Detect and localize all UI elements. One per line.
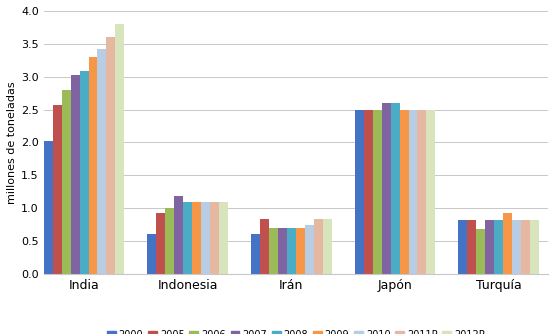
Bar	[219, 202, 228, 274]
Bar	[201, 202, 210, 274]
Bar	[53, 105, 62, 274]
Bar	[44, 141, 53, 274]
Bar	[305, 224, 314, 274]
Bar	[355, 110, 364, 274]
Bar	[62, 90, 70, 274]
Bar	[382, 103, 391, 274]
Bar	[458, 220, 467, 274]
Bar	[476, 229, 485, 274]
Bar	[165, 208, 174, 274]
Bar	[89, 57, 98, 274]
Bar	[426, 110, 436, 274]
Legend: 2000, 2005, 2006, 2007, 2008, 2009, 2010, 2011P, 2012P: 2000, 2005, 2006, 2007, 2008, 2009, 2010…	[103, 326, 489, 334]
Bar	[530, 220, 539, 274]
Bar	[373, 110, 382, 274]
Bar	[192, 202, 201, 274]
Bar	[323, 219, 332, 274]
Bar	[364, 110, 373, 274]
Bar	[115, 24, 124, 274]
Bar	[495, 220, 503, 274]
Bar	[521, 220, 530, 274]
Bar	[417, 110, 426, 274]
Y-axis label: millones de toneladas: millones de toneladas	[7, 81, 17, 204]
Bar	[251, 234, 260, 274]
Bar	[174, 196, 183, 274]
Bar	[400, 110, 408, 274]
Bar	[157, 213, 165, 274]
Bar	[408, 110, 417, 274]
Bar	[503, 213, 512, 274]
Bar	[485, 220, 495, 274]
Bar	[79, 71, 89, 274]
Bar	[107, 37, 115, 274]
Bar	[287, 228, 296, 274]
Bar	[98, 49, 107, 274]
Bar	[183, 202, 192, 274]
Bar	[391, 103, 400, 274]
Bar	[269, 228, 278, 274]
Bar	[210, 202, 219, 274]
Bar	[314, 219, 323, 274]
Bar	[296, 228, 305, 274]
Bar	[260, 219, 269, 274]
Bar	[70, 75, 79, 274]
Bar	[148, 234, 157, 274]
Bar	[467, 220, 476, 274]
Bar	[278, 228, 287, 274]
Bar	[512, 220, 521, 274]
